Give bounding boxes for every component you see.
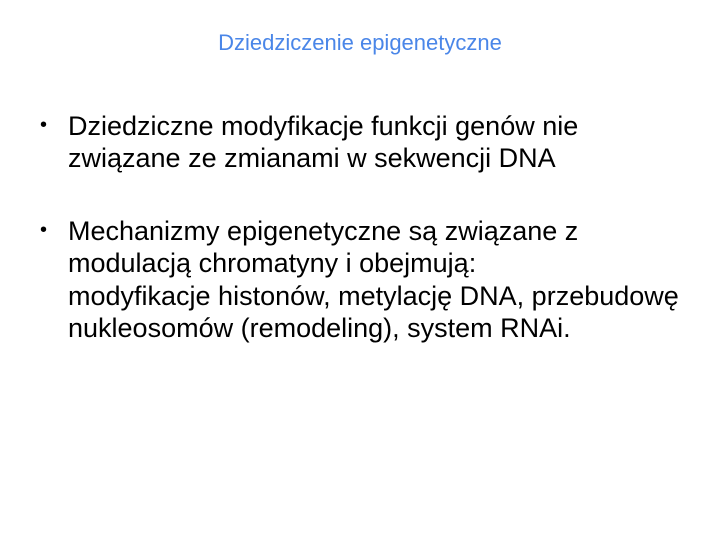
- slide: Dziedziczenie epigenetyczne • Dziedziczn…: [0, 0, 720, 540]
- bullet-marker: •: [40, 110, 68, 175]
- bullet-item: • Mechanizmy epigenetyczne są związane z…: [40, 215, 680, 345]
- slide-body: • Dziedziczne modyfikacje funkcji genów …: [40, 110, 680, 384]
- bullet-text: Dziedziczne modyfikacje funkcji genów ni…: [68, 110, 680, 175]
- bullet-marker: •: [40, 215, 68, 345]
- slide-title: Dziedziczenie epigenetyczne: [0, 30, 720, 56]
- bullet-text-line: Mechanizmy epigenetyczne są związane z m…: [68, 216, 578, 278]
- bullet-subtext: modyfikacje histonów, metylację DNA, prz…: [68, 281, 679, 343]
- bullet-text: Mechanizmy epigenetyczne są związane z m…: [68, 215, 680, 345]
- bullet-item: • Dziedziczne modyfikacje funkcji genów …: [40, 110, 680, 175]
